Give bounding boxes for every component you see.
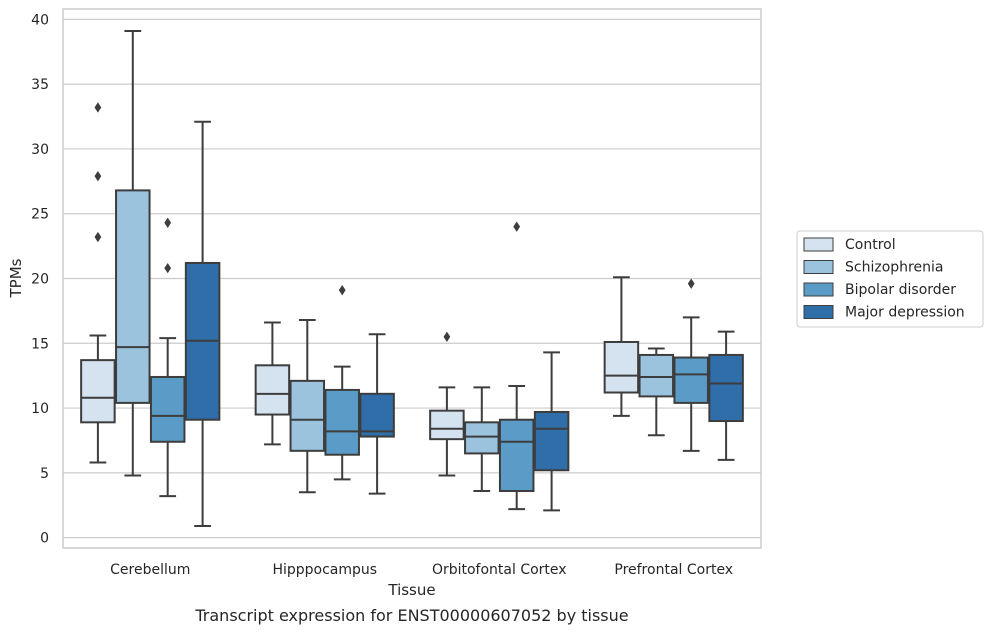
outlier-point [338,284,346,296]
outlier-point [513,221,521,232]
legend-label: Control [845,237,896,253]
outlier-point [94,170,102,182]
y-tick-labels: 0 5 10 15 20 25 30 35 40 [31,12,49,546]
outlier-point [687,278,695,289]
y-tick-label: 0 [40,531,49,547]
box-group [80,102,116,464]
box-group [324,284,360,481]
box-group [708,330,744,461]
x-tick-label: Cerebellum [110,562,190,578]
box-iqr [603,340,640,394]
box-iqr [289,379,326,452]
x-tick-label: Prefrontal Cortex [614,562,733,578]
y-tick-label: 40 [31,12,49,28]
box-iqr [115,189,151,404]
chart-caption: Transcript expression for ENST0000060705… [194,606,628,625]
legend-swatch [803,305,834,319]
legend-label: Bipolar disorder [845,282,956,298]
box-iqr [673,356,709,404]
x-tick-label: Hipppocampus [272,562,377,578]
box-iqr [533,410,570,472]
legend-frame [796,230,984,328]
box-group [149,217,186,498]
box-group [603,276,640,417]
legend-swatch [803,260,834,274]
outlier-point [443,331,451,342]
legend-swatch [803,282,834,297]
box-group [533,351,570,512]
legend: Control Schizophrenia Bipolar disorder Majo… [796,230,984,328]
box-iqr [359,392,395,438]
box-group [359,333,395,495]
outlier-point [94,231,102,243]
legend-swatch [803,237,834,252]
box-group [115,30,151,477]
box-iqr [324,388,360,456]
x-tick-label: Orbitofontal Cortex [432,562,567,578]
y-tick-label: 35 [31,77,49,93]
y-tick-label: 25 [31,207,49,223]
outlier-point [94,102,102,113]
outlier-point [164,217,172,228]
box-group [498,221,535,511]
box-iqr [708,353,744,423]
box-group [289,318,326,494]
box-elements [80,30,744,527]
plot-frame [62,8,762,549]
box-iqr [638,353,675,398]
box-group [429,331,465,477]
box-iqr [80,359,116,424]
box-group [184,120,221,527]
box-iqr [464,421,500,455]
y-tick-label: 15 [31,336,49,352]
box-iqr [429,409,465,441]
y-tick-label: 20 [31,272,49,288]
outlier-point [164,262,172,274]
box-iqr [254,364,291,416]
legend-label: Schizophrenia [845,260,943,276]
box-iqr [498,418,535,492]
y-tick-label: 5 [40,466,49,482]
x-axis-title: Tissue [387,581,435,599]
y-tick-label: 10 [31,401,49,417]
box-group [638,347,675,437]
box-group [464,386,500,492]
box-group [673,278,709,452]
y-tick-label: 30 [31,142,49,158]
x-tick-labels: Cerebellum Hipppocampus Orbitofontal Corte… [110,562,733,578]
box-iqr [149,375,186,443]
y-axis-title: TPMs [7,258,25,298]
legend-label: Major depression [845,305,965,321]
box-group [254,321,291,446]
